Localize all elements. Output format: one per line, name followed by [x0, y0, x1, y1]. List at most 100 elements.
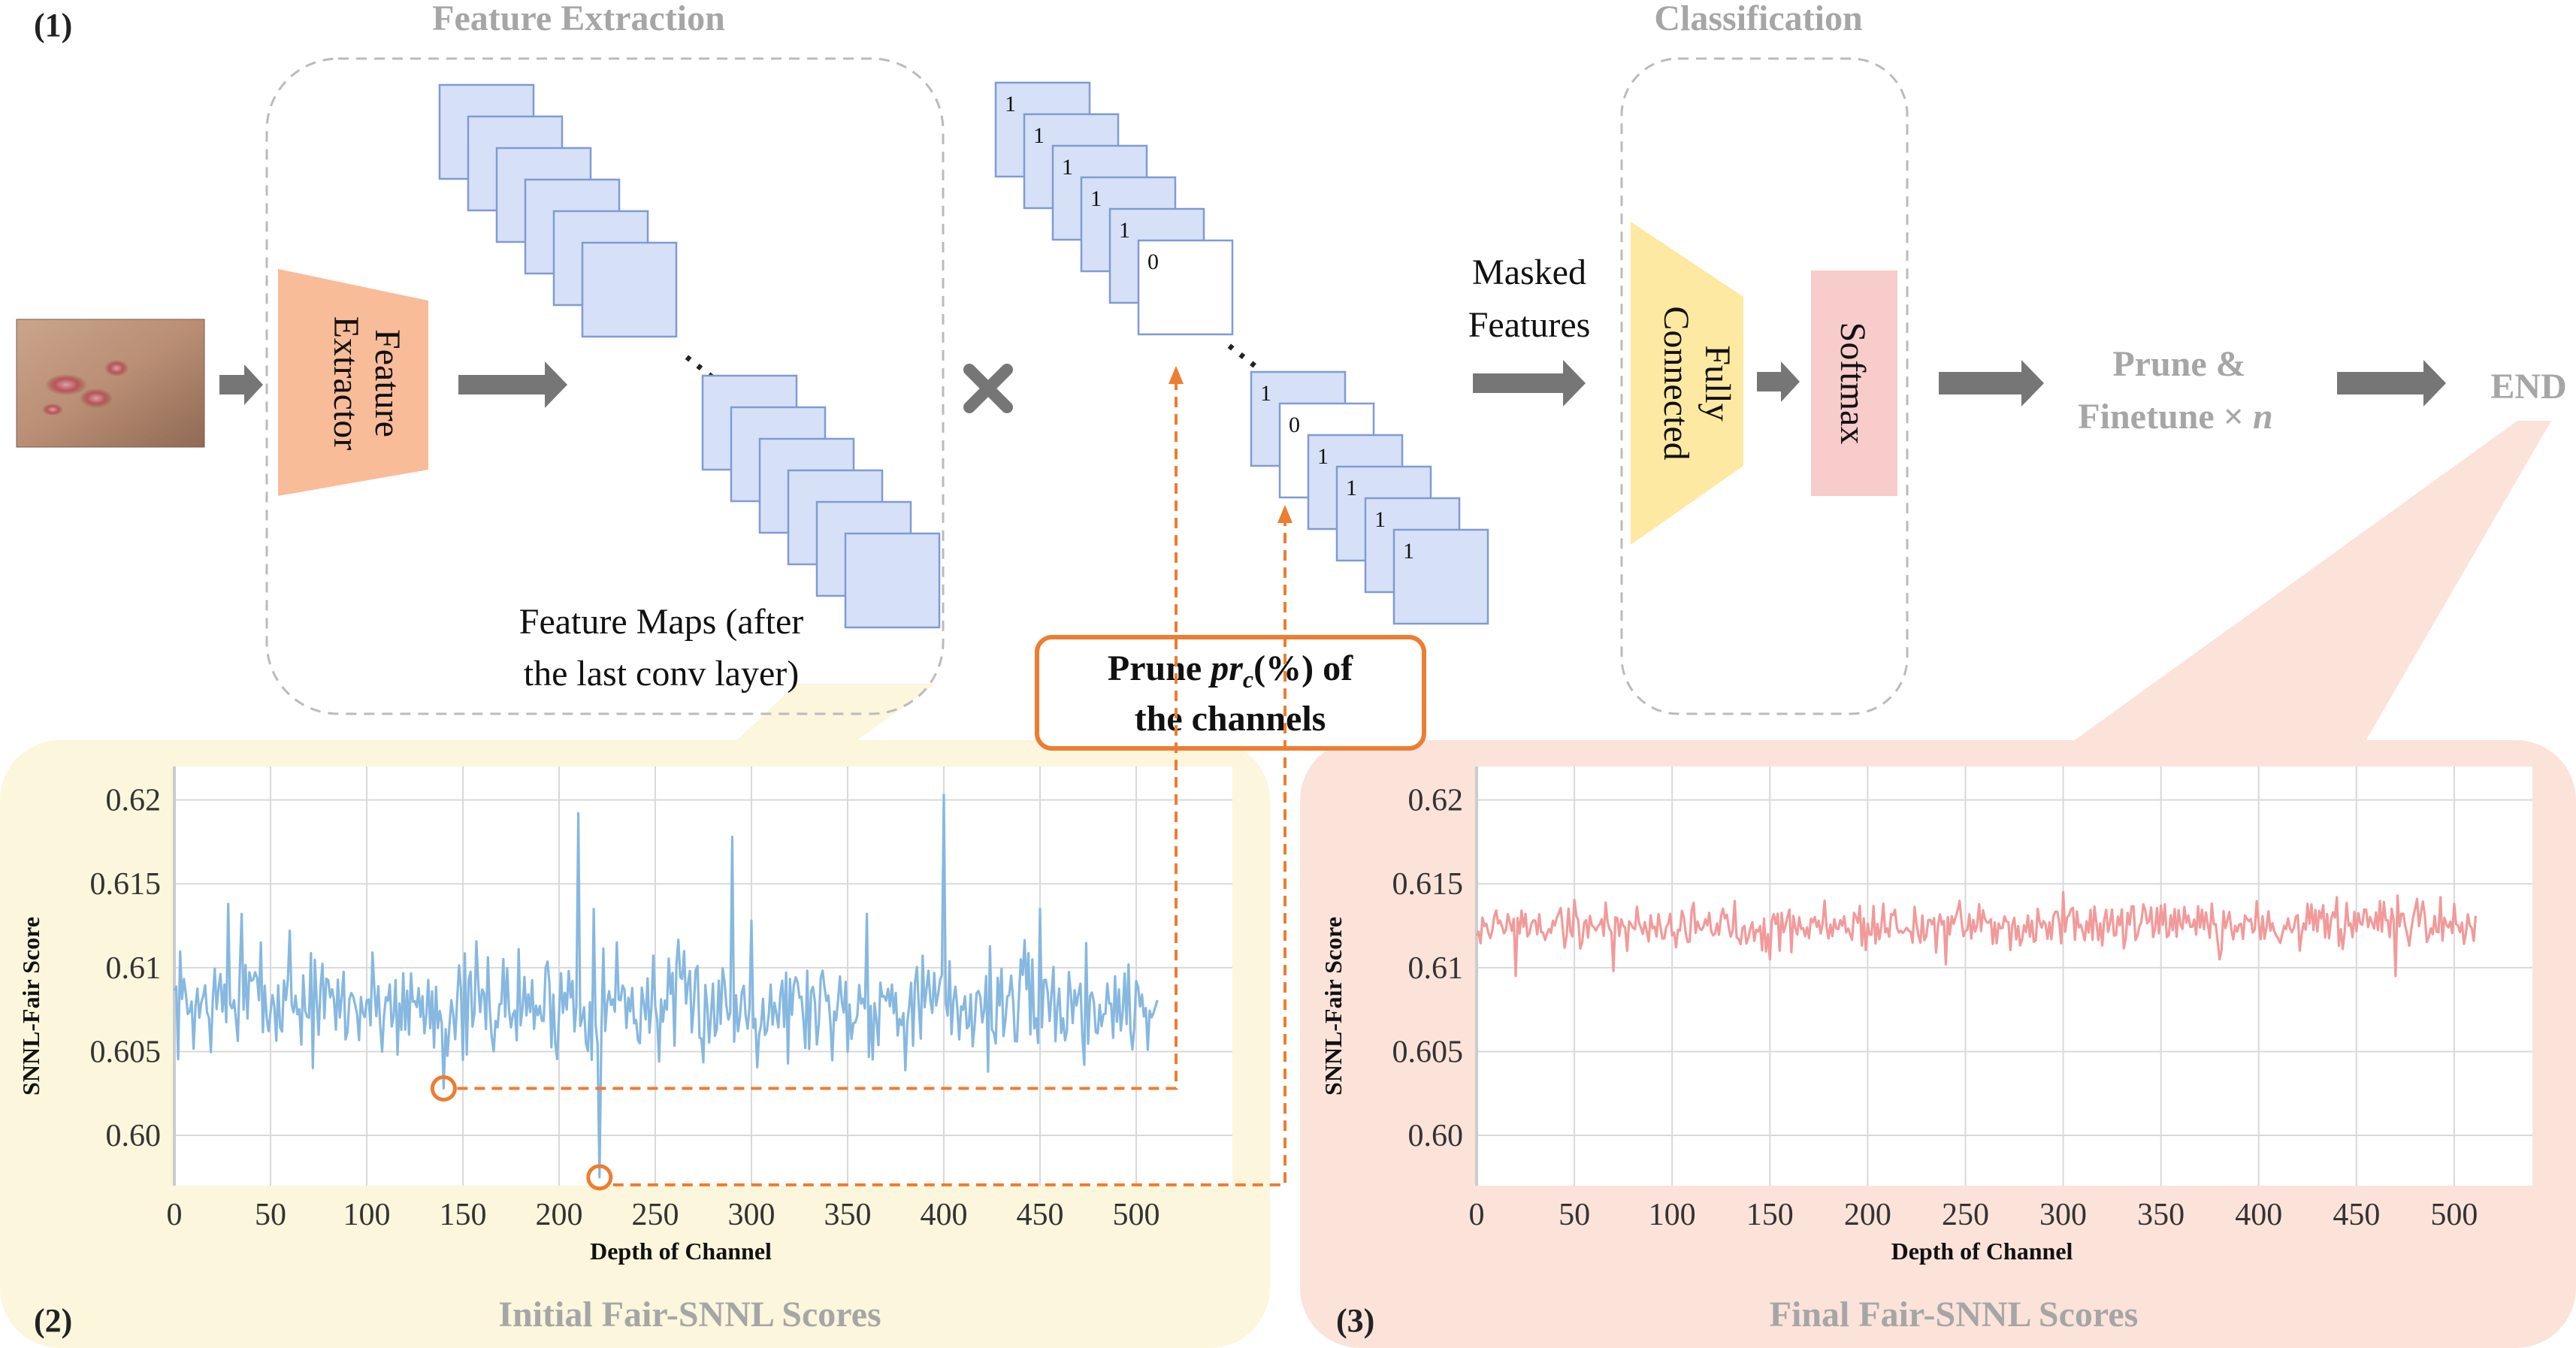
initial-xtick-8: 400 [921, 1198, 968, 1232]
feature-map-6 [581, 241, 678, 338]
mask-map-value-3: 1 [1317, 444, 1329, 469]
final-ytick-0: 0.60 [1408, 1119, 1464, 1153]
fully-connected-label-2: Connected [1656, 306, 1696, 460]
initial-xtick-7: 350 [824, 1198, 872, 1232]
final-xtick-7: 350 [2137, 1198, 2184, 1232]
multiply-icon [963, 364, 1013, 413]
masked-features-label-1: Masked [1472, 252, 1586, 292]
final-xtick-4: 200 [1844, 1198, 1891, 1232]
panel3-callout [2059, 421, 2551, 751]
final-series-line [1475, 890, 2478, 978]
initial-ytick-2: 0.61 [106, 951, 162, 986]
final-xtick-9: 450 [2333, 1198, 2380, 1232]
softmax-block: Softmax [1811, 271, 1897, 496]
mask-map-value-2: 0 [1289, 413, 1300, 437]
initial-xtick-1: 50 [255, 1198, 286, 1232]
prune-box: Prune prc(%) of the channels [1035, 635, 1426, 751]
initial-xtick-2: 100 [343, 1198, 391, 1232]
prune-finetune-label-1: Prune & [2112, 344, 2245, 384]
feature-extraction-label: Feature Extraction [432, 0, 725, 38]
prune-connector-arrowhead-2 [1277, 505, 1293, 523]
initial-xtick-6: 300 [728, 1198, 776, 1232]
mask-map-value-6: 0 [1147, 249, 1159, 274]
initial-xtick-5: 250 [632, 1198, 679, 1232]
initial-ytick-4: 0.62 [106, 784, 162, 818]
end-label: END [2490, 367, 2566, 407]
panel2-tag: (2) [34, 1302, 72, 1339]
mask-map-6 [1392, 528, 1489, 625]
prune-finetune-label-2: Finetune × n [2078, 397, 2272, 437]
classification-box [1620, 57, 1909, 715]
prune-box-line-1: Prune prc(%) of [1108, 648, 1353, 693]
arrow-fc-to-softmax [1757, 361, 1800, 402]
feature-maps-caption-1: Feature Maps (after [519, 602, 804, 642]
final-xtick-0: 0 [1469, 1198, 1485, 1232]
pruned-channel-marker-2 [586, 1164, 613, 1191]
mask-map-value-2: 1 [1033, 123, 1045, 148]
final-ytick-3: 0.615 [1392, 867, 1464, 902]
prune-box-line-2: the channels [1135, 699, 1326, 739]
feature-maps-caption-2: the last conv layer) [524, 654, 800, 694]
feature-extraction-box [265, 57, 945, 715]
initial-ytick-3: 0.615 [90, 867, 162, 902]
softmax-label: Softmax [1833, 322, 1873, 445]
mask-map-value-1: 1 [1005, 92, 1016, 116]
feature-extractor-block: Feature Extractor [278, 269, 428, 496]
prune-connector-1 [457, 382, 1178, 1090]
initial-xtick-9: 450 [1017, 1198, 1064, 1232]
final-scores-chart: 0.60 0.605 0.61 0.615 0.62 0 50 100 150 200 250 300… [1320, 766, 2532, 1265]
final-xtick-2: 100 [1649, 1198, 1696, 1232]
initial-scores-chart: 0.60 0.605 0.61 0.615 0.62 0 50 100 150 200 250 300… [17, 766, 1232, 1265]
initial-scores-label: Initial Fair-SNNL Scores [498, 1295, 881, 1334]
initial-xtick-10: 500 [1113, 1198, 1160, 1232]
mask-map-value-5: 1 [1119, 218, 1130, 243]
initial-xtick-0: 0 [167, 1198, 183, 1232]
feature-map-6 [844, 532, 941, 629]
initial-plot-area [174, 766, 1232, 1186]
final-plot-area [1477, 766, 2532, 1186]
final-xtick-6: 300 [2039, 1198, 2087, 1232]
final-y-axis-title: SNNL-Fair Score [1320, 917, 1347, 1096]
final-xtick-3: 150 [1746, 1198, 1794, 1232]
initial-xtick-3: 150 [440, 1198, 487, 1232]
skin-lesion-image [16, 319, 205, 448]
feature-extractor-label-1: Feature [367, 329, 407, 437]
arrow-image-to-extractor [219, 364, 263, 405]
feature-map-stack-bottom [701, 374, 941, 629]
mask-map-6 [1137, 239, 1234, 336]
pruned-channel-marker-1 [430, 1075, 457, 1102]
mask-map-value-3: 1 [1062, 155, 1073, 180]
mask-map-value-1: 1 [1260, 381, 1271, 406]
pipeline-arrows [219, 360, 2446, 408]
arrow-extractor-to-maps [458, 361, 567, 408]
final-ytick-2: 0.61 [1408, 951, 1464, 986]
mask-map-value-4: 1 [1346, 476, 1357, 500]
final-xtick-8: 400 [2235, 1198, 2282, 1232]
masked-features-label-2: Features [1468, 305, 1591, 345]
final-xtick-1: 50 [1559, 1198, 1590, 1232]
arrow-softmax-to-prune [1939, 360, 2044, 407]
initial-x-axis-title: Depth of Channel [590, 1238, 772, 1265]
final-ytick-1: 0.605 [1392, 1035, 1464, 1069]
panel1-tag: (1) [34, 7, 72, 44]
final-ytick-4: 0.62 [1408, 784, 1464, 818]
feature-extractor-label-2: Extractor [326, 316, 366, 451]
mask-map-value-5: 1 [1374, 507, 1386, 532]
prune-connector-arrowhead-1 [1169, 366, 1184, 384]
panel3-tag: (3) [1336, 1302, 1374, 1339]
final-scores-label: Final Fair-SNNL Scores [1770, 1295, 2139, 1334]
prune-connector-2 [612, 521, 1286, 1186]
initial-ytick-1: 0.605 [90, 1035, 162, 1069]
prune-connectors [430, 366, 1293, 1191]
initial-ytick-0: 0.60 [106, 1119, 162, 1153]
final-xtick-10: 500 [2430, 1198, 2478, 1232]
final-xtick-5: 250 [1942, 1198, 1989, 1232]
mask-map-value-4: 1 [1090, 186, 1102, 211]
mask-map-value-6: 1 [1403, 539, 1414, 564]
classification-label: Classification [1654, 0, 1862, 38]
fully-connected-block: Fully Connected [1631, 222, 1743, 545]
initial-xtick-4: 200 [536, 1198, 583, 1232]
fully-connected-label-1: Fully [1698, 345, 1737, 421]
